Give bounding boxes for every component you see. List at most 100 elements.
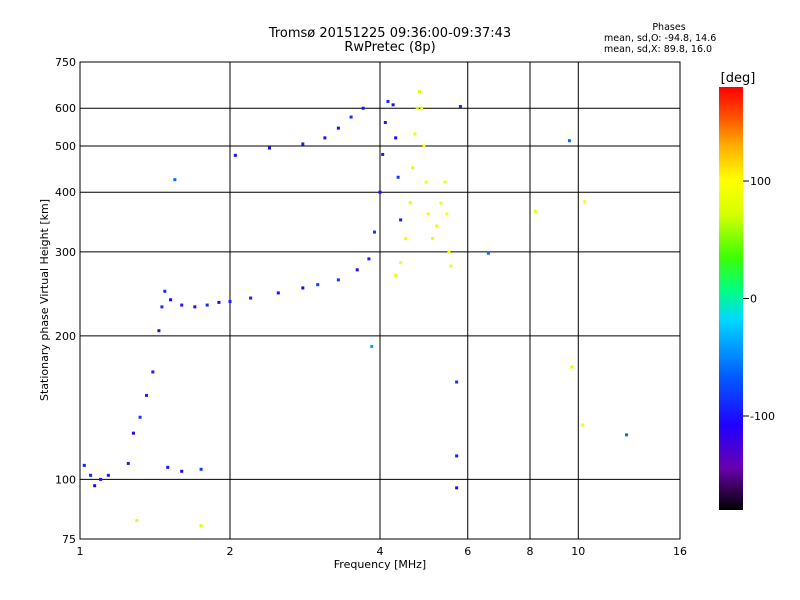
colorbar-tick-label: -100 bbox=[750, 410, 775, 423]
phases-legend-title: Phases bbox=[652, 22, 686, 33]
data-point bbox=[399, 260, 403, 264]
y-tick-label: 750 bbox=[55, 56, 76, 69]
data-point bbox=[193, 305, 197, 309]
data-point bbox=[378, 190, 382, 194]
data-point bbox=[415, 106, 419, 110]
data-point bbox=[403, 236, 407, 240]
data-point bbox=[160, 305, 164, 309]
data-point bbox=[408, 201, 412, 205]
phases-legend-x: mean, sd,X: 89.8, 16.0 bbox=[604, 44, 713, 55]
data-point bbox=[323, 136, 327, 140]
data-point bbox=[336, 126, 340, 130]
x-tick-label: 6 bbox=[464, 545, 471, 558]
data-point bbox=[391, 103, 395, 107]
data-point bbox=[355, 268, 359, 272]
data-point bbox=[458, 105, 462, 109]
phases-legend: Phases mean, sd,O: -94.8, 14.6 mean, sd,… bbox=[604, 22, 724, 55]
y-tick-label: 300 bbox=[55, 246, 76, 259]
x-tick-label: 16 bbox=[673, 545, 687, 558]
y-tick-label: 600 bbox=[55, 102, 76, 115]
data-point bbox=[426, 212, 430, 216]
colorbar-ticks: 100 0 -100 bbox=[743, 175, 775, 423]
data-point bbox=[424, 180, 428, 184]
x-tick-label: 4 bbox=[377, 545, 384, 558]
data-point bbox=[249, 296, 253, 300]
data-point bbox=[82, 463, 86, 467]
data-point bbox=[396, 175, 400, 179]
data-point bbox=[301, 286, 305, 290]
data-point bbox=[205, 303, 209, 307]
data-point bbox=[455, 454, 459, 458]
data-point bbox=[435, 224, 439, 228]
data-point bbox=[370, 344, 374, 348]
data-point bbox=[422, 144, 426, 148]
data-point bbox=[386, 99, 390, 103]
data-point bbox=[135, 519, 139, 523]
data-point bbox=[394, 136, 398, 140]
data-point bbox=[625, 433, 629, 437]
data-point bbox=[138, 415, 142, 419]
data-point bbox=[361, 106, 365, 110]
y-axis-label: Stationary phase Virtual Height [km] bbox=[38, 199, 51, 401]
y-tick-label: 100 bbox=[55, 473, 76, 486]
data-point bbox=[267, 146, 271, 150]
data-point bbox=[447, 250, 451, 254]
x-tick-labels: 1 2 4 6 8 10 16 bbox=[77, 545, 688, 558]
data-point bbox=[180, 303, 184, 307]
data-point bbox=[570, 365, 574, 369]
colorbar-bar bbox=[719, 87, 743, 510]
data-point bbox=[180, 469, 184, 473]
data-point bbox=[301, 142, 305, 146]
data-point bbox=[166, 465, 170, 469]
x-gridlines bbox=[229, 62, 579, 539]
data-point bbox=[93, 484, 97, 488]
phases-legend-o: mean, sd,O: -94.8, 14.6 bbox=[604, 33, 717, 44]
y-tick-label: 400 bbox=[55, 186, 76, 199]
data-point bbox=[199, 467, 203, 471]
data-point bbox=[89, 473, 93, 477]
data-point bbox=[373, 230, 377, 234]
data-point bbox=[449, 264, 453, 268]
data-point bbox=[445, 212, 449, 216]
data-point bbox=[443, 180, 447, 184]
data-point bbox=[217, 300, 221, 304]
x-tick-label: 1 bbox=[77, 545, 84, 558]
data-point bbox=[316, 283, 320, 287]
data-point bbox=[383, 121, 387, 125]
data-point bbox=[439, 201, 443, 205]
data-point bbox=[486, 251, 490, 255]
data-point bbox=[173, 178, 177, 182]
x-tick-label: 8 bbox=[527, 545, 534, 558]
colorbar: [deg] 100 0 -100 bbox=[719, 71, 775, 510]
colorbar-tick-label: 0 bbox=[750, 293, 757, 306]
scatter-points bbox=[82, 90, 629, 528]
data-point bbox=[228, 300, 232, 304]
data-point bbox=[131, 431, 135, 435]
data-point bbox=[381, 152, 385, 156]
plot-area: 1 2 4 6 8 10 16 75 100 200 300 400 500 600 750 bbox=[55, 56, 687, 558]
x-tick-label: 2 bbox=[227, 545, 234, 558]
data-point bbox=[431, 236, 435, 240]
data-point bbox=[145, 393, 149, 397]
data-point bbox=[336, 278, 340, 282]
x-axis-label: Frequency [MHz] bbox=[334, 558, 426, 571]
data-point bbox=[233, 153, 237, 157]
data-point bbox=[567, 139, 571, 143]
data-point bbox=[399, 218, 403, 222]
data-point bbox=[367, 257, 371, 261]
y-tick-label: 500 bbox=[55, 140, 76, 153]
data-point bbox=[169, 298, 173, 302]
colorbar-tick-label: 100 bbox=[750, 175, 771, 188]
data-point bbox=[533, 209, 537, 213]
y-tick-label: 75 bbox=[62, 533, 76, 546]
data-point bbox=[151, 370, 155, 374]
data-point bbox=[413, 132, 417, 136]
chart-subtitle: RwPretec (8p) bbox=[344, 40, 436, 55]
data-point bbox=[349, 115, 353, 119]
data-point bbox=[411, 166, 415, 170]
data-point bbox=[455, 380, 459, 384]
data-point bbox=[420, 106, 424, 110]
data-point bbox=[581, 423, 585, 427]
chart-title: Tromsø 20151225 09:36:00-09:37:43 bbox=[268, 26, 512, 41]
